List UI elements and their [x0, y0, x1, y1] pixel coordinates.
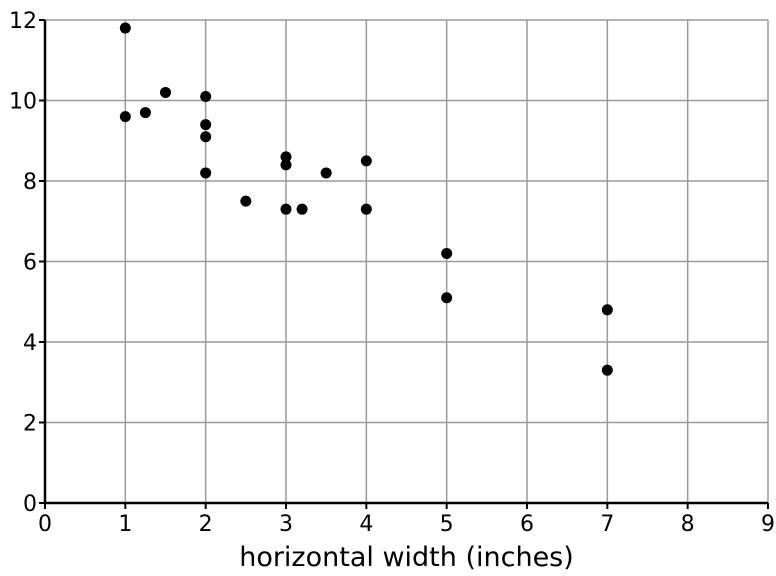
- y-tick-label: 4: [23, 331, 37, 356]
- x-tick-label: 2: [199, 512, 213, 537]
- y-tick-label: 2: [23, 412, 37, 437]
- y-tick-label: 0: [23, 492, 37, 517]
- x-tick-label: 9: [761, 512, 775, 537]
- data-point: [160, 86, 171, 98]
- y-tick-label: 6: [23, 251, 37, 276]
- x-tick-label: 7: [600, 512, 614, 537]
- data-point: [280, 159, 292, 171]
- data-point: [119, 111, 131, 123]
- data-point: [280, 203, 292, 215]
- y-tick-label: 8: [23, 170, 37, 195]
- data-point: [441, 292, 453, 304]
- data-point: [200, 119, 212, 131]
- data-point: [240, 195, 252, 207]
- data-point: [320, 167, 332, 179]
- x-tick-label: 0: [38, 512, 52, 537]
- data-point: [200, 131, 212, 143]
- data-points: [119, 22, 613, 376]
- data-point: [360, 203, 372, 215]
- x-tick-label: 1: [118, 512, 132, 537]
- data-point: [601, 364, 613, 376]
- x-tick-label: 4: [359, 512, 373, 537]
- data-point: [119, 22, 131, 34]
- x-tick-label: 6: [520, 512, 534, 537]
- grid-layer: [45, 19, 769, 503]
- x-tick-label: 8: [681, 512, 695, 537]
- data-point: [139, 107, 151, 119]
- data-point: [360, 155, 372, 167]
- axes-layer: [39, 19, 769, 509]
- data-point: [441, 247, 453, 259]
- y-tick-label: 12: [9, 9, 37, 34]
- x-axis-title: horizontal width (inches): [239, 542, 574, 573]
- x-tick-label: 3: [279, 512, 293, 537]
- data-point: [296, 203, 308, 215]
- data-point: [200, 167, 212, 179]
- data-point: [280, 151, 292, 163]
- x-tick-label: 5: [440, 512, 454, 537]
- y-tick-label: 10: [9, 90, 37, 115]
- data-point: [200, 90, 212, 102]
- data-point: [601, 304, 613, 316]
